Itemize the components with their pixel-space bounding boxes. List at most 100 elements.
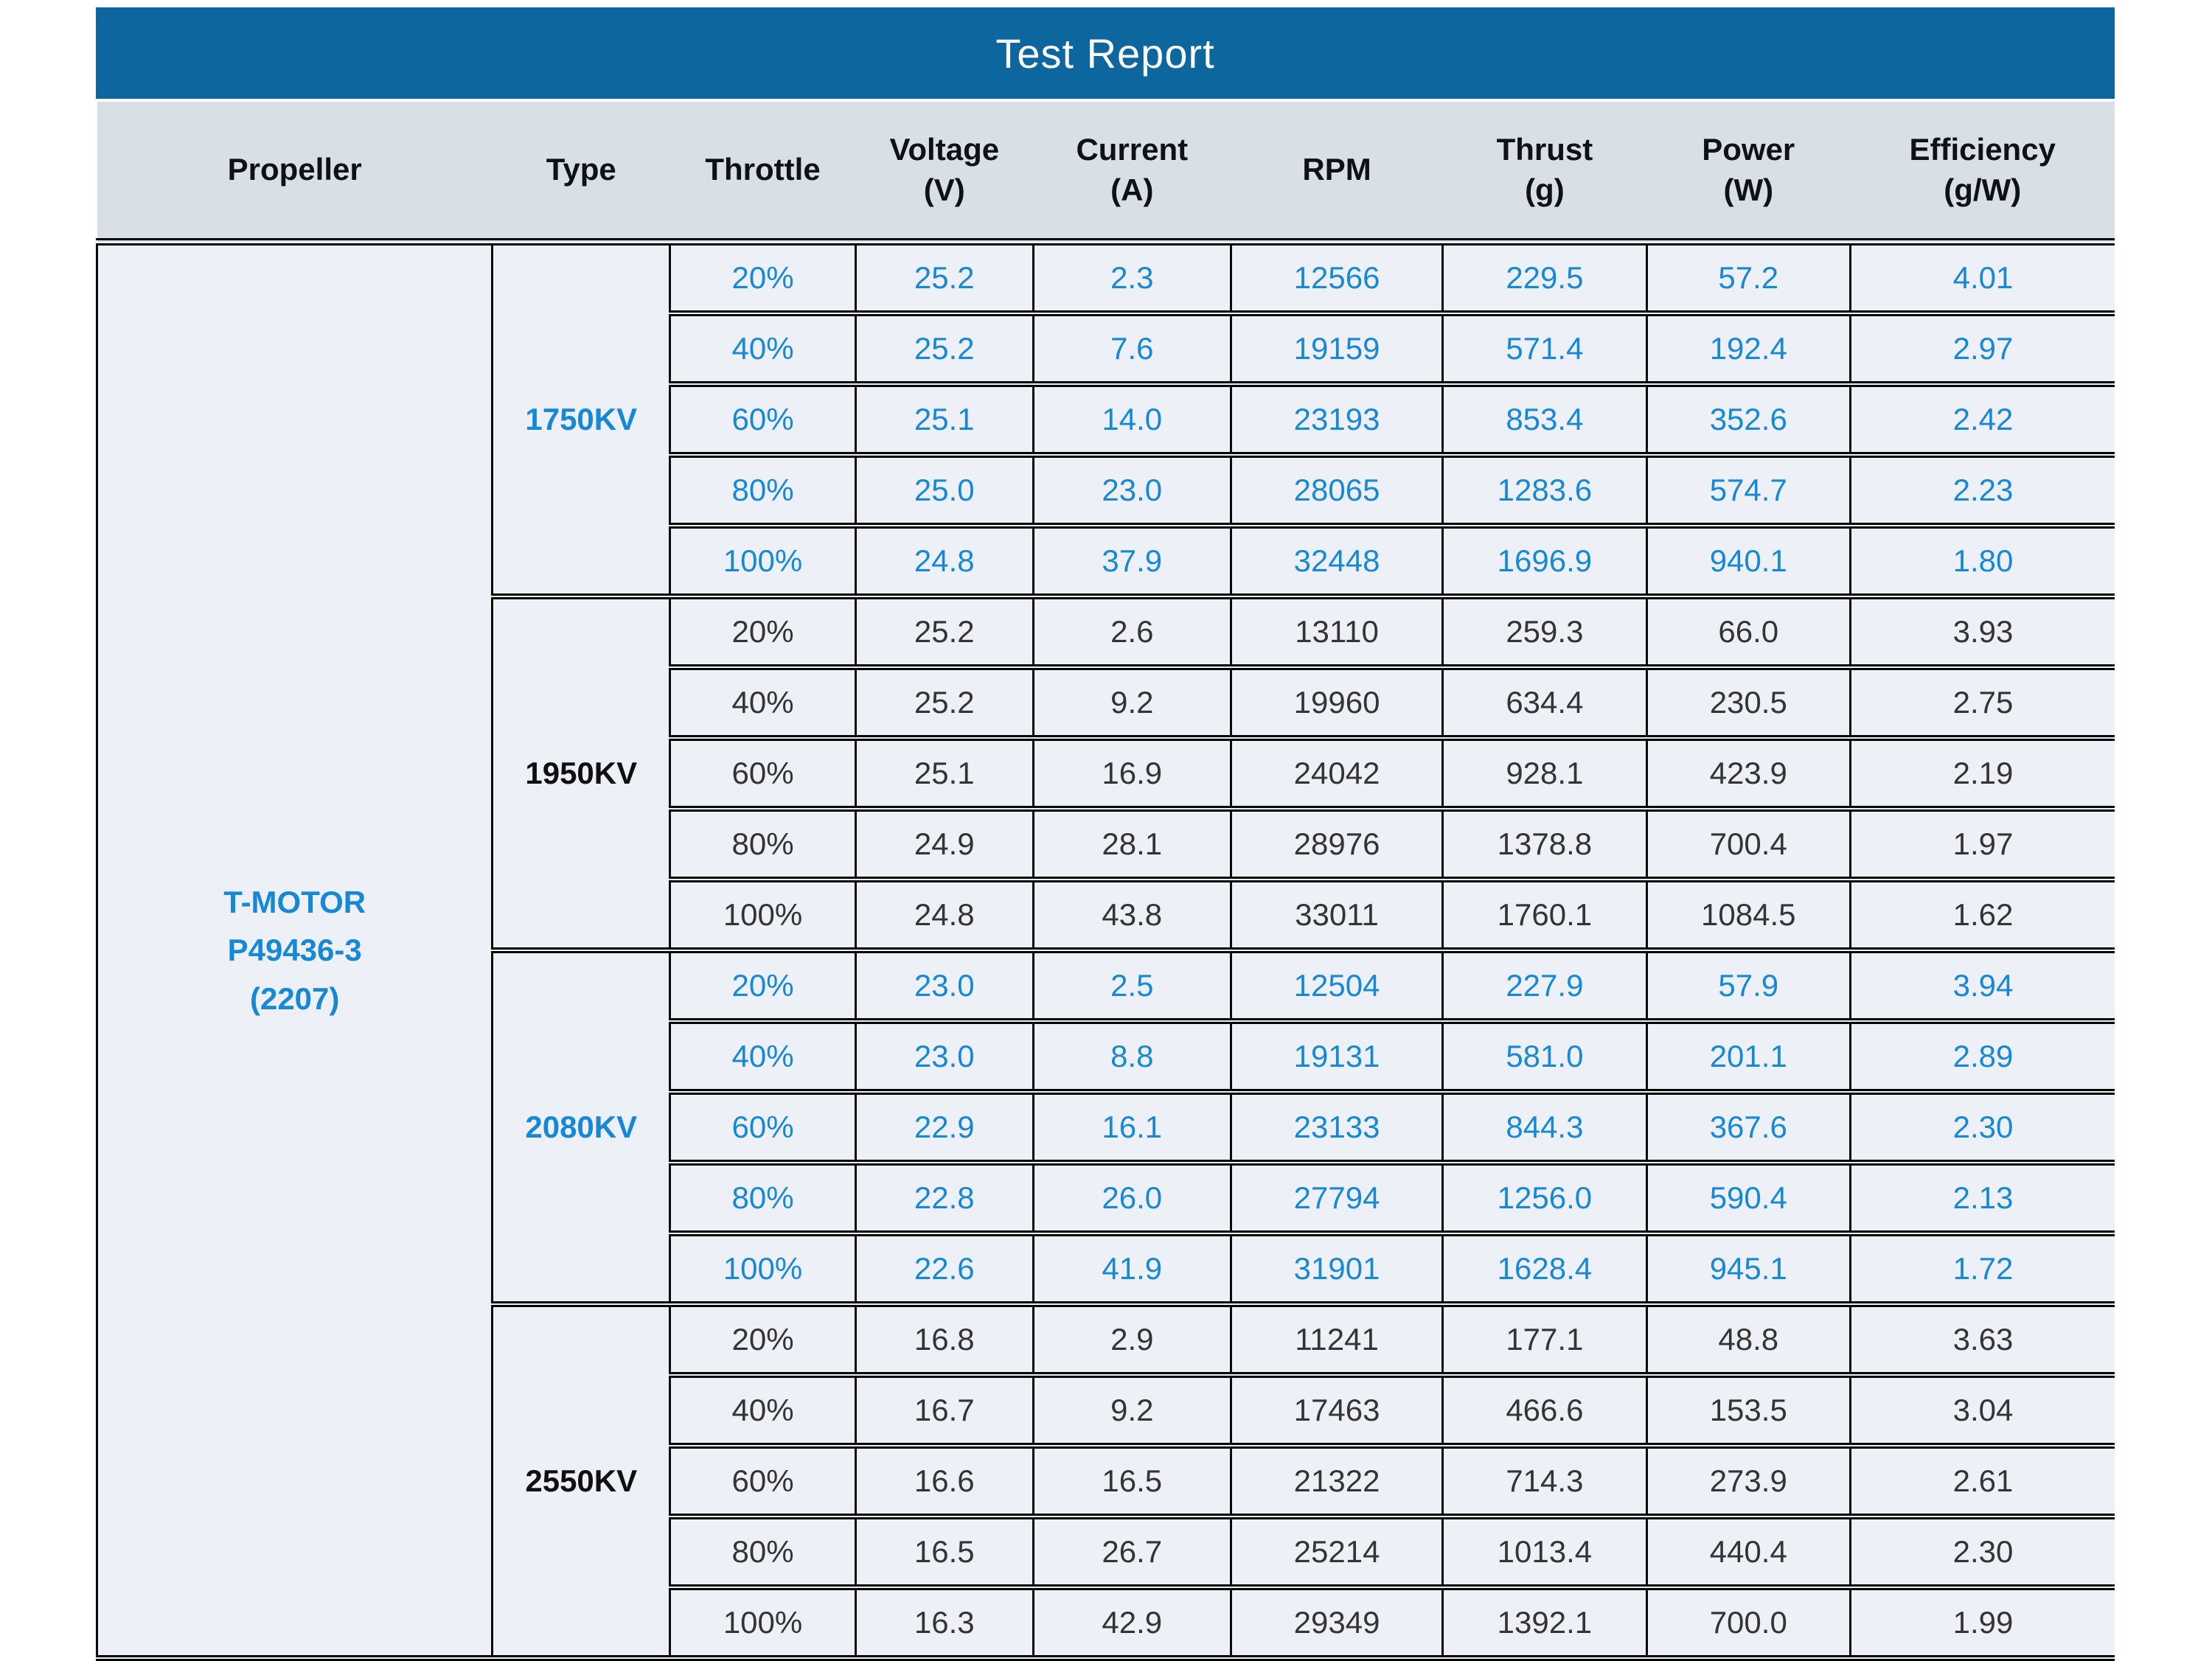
column-header-rpm: RPM [1231,102,1443,246]
cell-throttle: 60% [669,1446,856,1519]
cell-power: 700.4 [1645,809,1851,882]
cell-voltage: 25.2 [854,242,1034,316]
cell-power: 940.1 [1645,526,1851,599]
cell-rpm: 17463 [1229,1375,1443,1449]
cell-thrust: 1256.0 [1441,1163,1647,1236]
cell-thrust: 1760.1 [1441,880,1647,953]
cell-throttle: 100% [669,880,856,953]
column-header-efficiency: Efficiency (g/W) [1850,102,2115,246]
column-unit-power: (W) [1723,172,1774,207]
column-header-thrust: Thrust (g) [1442,102,1647,246]
cell-throttle: 80% [669,1517,856,1590]
cell-current: 37.9 [1032,526,1231,599]
data-row-1950kv-80%: 80% 24.9 28.1 28976 1378.8 700.4 1.97 [97,809,2115,882]
cell-thrust: 466.6 [1441,1375,1647,1449]
cell-power: 700.0 [1645,1587,1851,1661]
cell-efficiency: 1.80 [1848,526,2115,599]
report-table: Propeller Type Throttle Voltage (V) Current (A… [95,102,2115,1661]
cell-voltage: 22.6 [854,1233,1034,1307]
cell-current: 7.6 [1032,313,1231,387]
cell-thrust: 581.0 [1441,1021,1647,1095]
cell-rpm: 12504 [1229,950,1443,1024]
cell-power: 367.6 [1645,1092,1851,1166]
cell-current: 14.0 [1032,384,1231,458]
cell-power: 423.9 [1645,738,1851,812]
cell-power: 57.2 [1645,242,1851,316]
test-report: Test Report Propeller Type Throttle Voltage… [95,7,2115,1661]
cell-thrust: 177.1 [1441,1304,1647,1378]
cell-rpm: 32448 [1229,526,1443,599]
cell-efficiency: 2.42 [1848,384,2115,458]
cell-rpm: 21322 [1229,1446,1443,1519]
propeller-cell: T-MOTOR P49436-3 (2207) [95,242,493,1661]
cell-current: 26.0 [1032,1163,1231,1236]
cell-power: 66.0 [1645,596,1851,670]
cell-rpm: 23193 [1229,384,1443,458]
cell-efficiency: 2.61 [1848,1446,2115,1519]
data-row-2080kv-60%: 60% 22.9 16.1 23133 844.3 367.6 2.30 [97,1092,2115,1166]
propeller-line: (2207) [249,981,340,1016]
cell-voltage: 25.0 [854,455,1034,529]
cell-efficiency: 3.93 [1848,596,2115,670]
cell-voltage: 16.8 [854,1304,1034,1378]
cell-thrust: 853.4 [1441,384,1647,458]
cell-current: 16.5 [1032,1446,1231,1519]
cell-throttle: 40% [669,313,856,387]
cell-throttle: 100% [669,1233,856,1307]
type-cell-1750kv: 1750KV [491,242,670,599]
cell-power: 48.8 [1645,1304,1851,1378]
column-header-voltage: Voltage (V) [855,102,1034,246]
data-row-2080kv-80%: 80% 22.8 26.0 27794 1256.0 590.4 2.13 [97,1163,2115,1236]
report-title: Test Report [995,29,1215,77]
cell-efficiency: 2.19 [1848,738,2115,812]
column-header-power: Power (W) [1646,102,1851,246]
cell-current: 16.9 [1032,738,1231,812]
cell-rpm: 29349 [1229,1587,1443,1661]
column-unit-thrust: (g) [1525,172,1565,207]
type-cell-1950kv: 1950KV [491,596,670,953]
cell-voltage: 24.9 [854,809,1034,882]
cell-power: 230.5 [1645,667,1851,741]
cell-efficiency: 3.63 [1848,1304,2115,1378]
cell-power: 57.9 [1645,950,1851,1024]
cell-rpm: 19131 [1229,1021,1443,1095]
data-row-1750kv-80%: 80% 25.0 23.0 28065 1283.6 574.7 2.23 [97,455,2115,529]
cell-throttle: 60% [669,1092,856,1166]
cell-throttle: 20% [669,1304,856,1378]
column-unit-efficiency: (g/W) [1944,172,2022,207]
cell-voltage: 16.3 [854,1587,1034,1661]
cell-thrust: 1378.8 [1441,809,1647,882]
data-row-1750kv-40%: 40% 25.2 7.6 19159 571.4 192.4 2.97 [97,313,2115,387]
data-row-2550kv-40%: 40% 16.7 9.2 17463 466.6 153.5 3.04 [97,1375,2115,1449]
cell-throttle: 80% [669,455,856,529]
table-body: T-MOTOR P49436-3 (2207) 1750KV 20% 25.2 2.3 125… [95,242,2115,1661]
cell-efficiency: 4.01 [1848,242,2115,316]
cell-efficiency: 1.72 [1848,1233,2115,1307]
cell-rpm: 12566 [1229,242,1443,316]
cell-efficiency: 3.04 [1848,1375,2115,1449]
cell-voltage: 25.1 [854,384,1034,458]
cell-power: 273.9 [1645,1446,1851,1519]
cell-thrust: 1392.1 [1441,1587,1647,1661]
cell-thrust: 1013.4 [1441,1517,1647,1590]
cell-power: 1084.5 [1645,880,1851,953]
cell-power: 590.4 [1645,1163,1851,1236]
cell-current: 43.8 [1032,880,1231,953]
cell-efficiency: 2.23 [1848,455,2115,529]
cell-thrust: 259.3 [1441,596,1647,670]
header-row: Propeller Type Throttle Voltage (V) Current (A… [97,102,2115,246]
data-row-2550kv-20%: 2550KV 20% 16.8 2.9 11241 177.1 48.8 3.63 [97,1304,2115,1661]
table-header: Propeller Type Throttle Voltage (V) Current (A… [97,102,2115,246]
data-row-2080kv-20%: 2080KV 20% 23.0 2.5 12504 227.9 57.9 3.94 [97,950,2115,1307]
cell-voltage: 24.8 [854,880,1034,953]
cell-voltage: 22.9 [854,1092,1034,1166]
cell-power: 153.5 [1645,1375,1851,1449]
cell-thrust: 571.4 [1441,313,1647,387]
cell-thrust: 1628.4 [1441,1233,1647,1307]
data-row-1950kv-100%: 100% 24.8 43.8 33011 1760.1 1084.5 1.62 [97,880,2115,953]
cell-voltage: 24.8 [854,526,1034,599]
cell-throttle: 60% [669,384,856,458]
cell-voltage: 22.8 [854,1163,1034,1236]
report-title-bar: Test Report [96,7,2115,99]
cell-current: 23.0 [1032,455,1231,529]
